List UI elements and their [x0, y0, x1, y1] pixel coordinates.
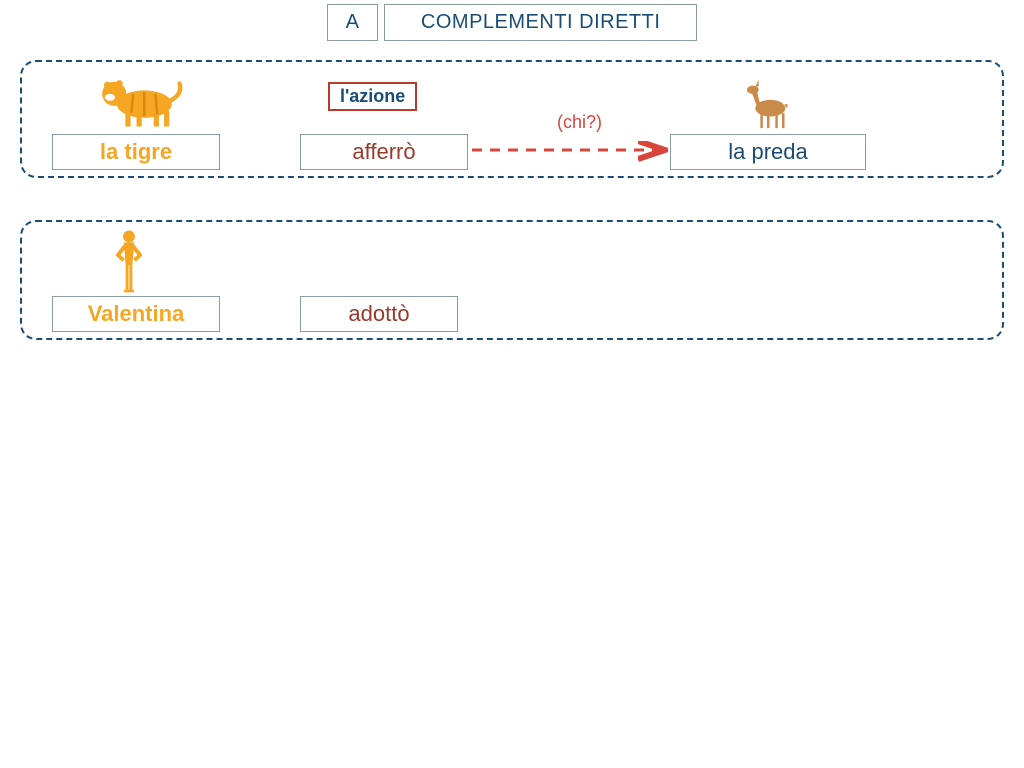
- person-icon: [112, 228, 146, 294]
- title-text-box: COMPLEMENTI DIRETTI: [384, 4, 698, 41]
- object-box-1: la preda: [670, 134, 866, 170]
- title-letter-box: A: [327, 4, 378, 41]
- example-panel-1: l'azione la tigre afferrò (chi?) la pred…: [20, 60, 1004, 178]
- title-row: A COMPLEMENTI DIRETTI: [0, 4, 1024, 41]
- example-panel-2: Valentina adottò: [20, 220, 1004, 340]
- verb-box-2: adottò: [300, 296, 458, 332]
- subject-box-2: Valentina: [52, 296, 220, 332]
